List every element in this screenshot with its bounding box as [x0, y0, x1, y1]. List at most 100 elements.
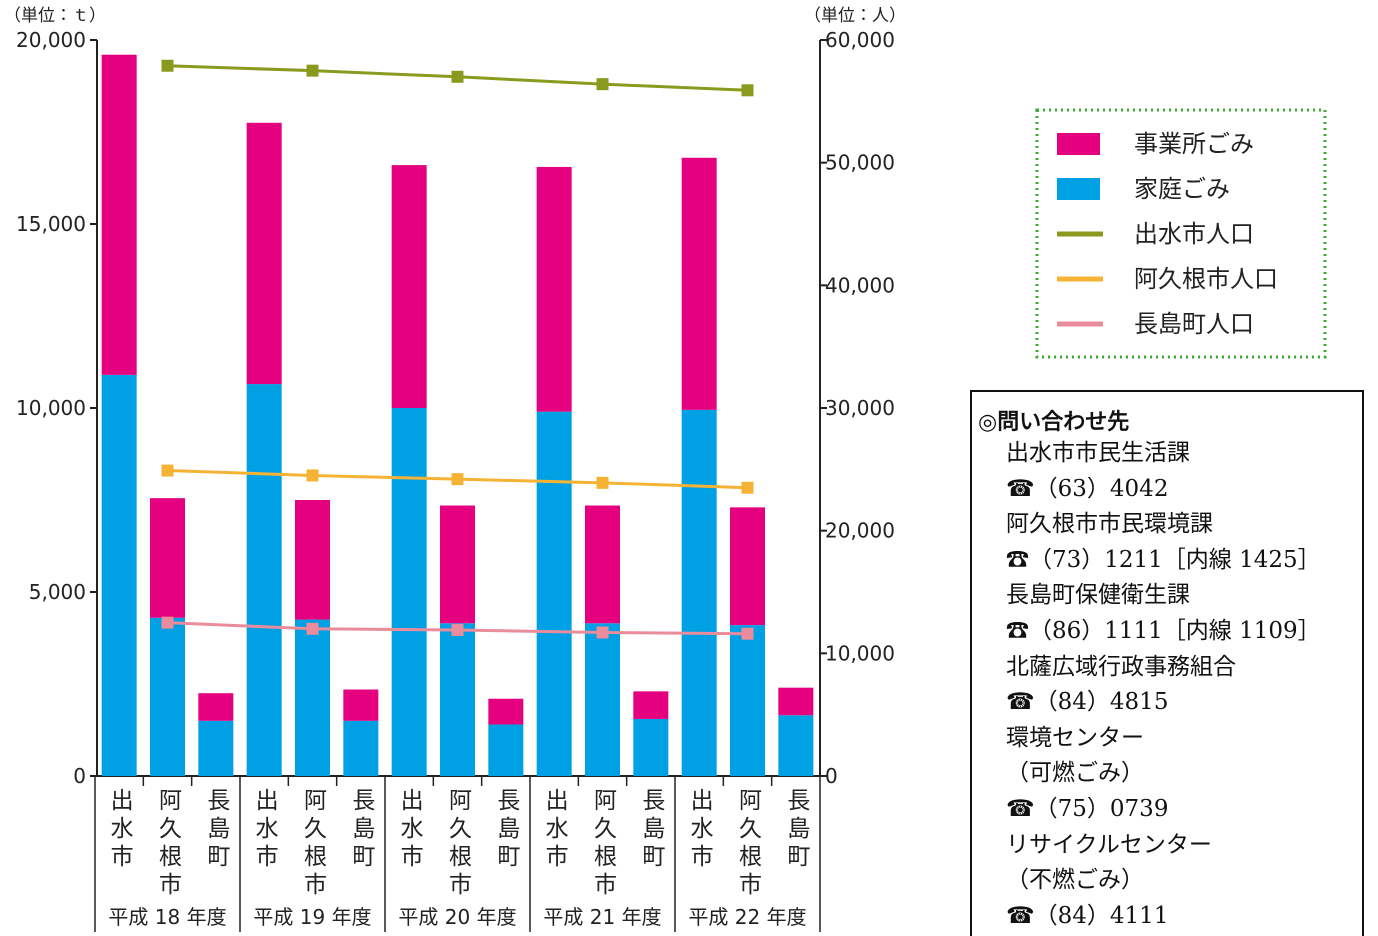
legend-swatch	[1057, 178, 1100, 200]
population-marker	[451, 624, 464, 637]
legend-label: 出水市人口	[1134, 220, 1254, 248]
y-axis-unit: （単位：ｔ）	[4, 6, 106, 26]
y2-tick-label: 20,000	[825, 519, 895, 543]
group-label: 平成 18 年度	[108, 905, 226, 929]
bar-segment	[295, 619, 330, 776]
legend-frame	[1035, 108, 1327, 359]
bar-segment	[633, 691, 669, 719]
y2-tick-label: 0	[825, 764, 838, 788]
legend-label: 阿久根市人口	[1134, 265, 1278, 293]
bar-segment	[681, 409, 717, 776]
population-marker	[451, 70, 464, 83]
population-marker	[306, 622, 319, 635]
contact-line: （可燃ごみ）	[1006, 760, 1144, 787]
y-tick-label: 15,000	[16, 212, 86, 236]
y2-axis-unit: （単位：人）	[804, 6, 906, 26]
group-label: 平成 21 年度	[543, 905, 661, 929]
bar-segment	[488, 724, 524, 776]
bar-segment	[536, 166, 572, 412]
contact-line: ☎（63）4042	[1006, 475, 1169, 502]
x-tick-label: 阿久根市	[590, 788, 618, 900]
bar-segment	[730, 507, 765, 626]
bar-segment	[585, 623, 620, 776]
legend-swatch	[1057, 133, 1100, 155]
bar-segment	[343, 720, 379, 776]
contact-line: ☎（75）0739	[1006, 795, 1169, 822]
y2-tick-label: 60,000	[825, 28, 895, 52]
bar-segment	[246, 384, 282, 776]
x-tick-label: 長島町	[638, 788, 665, 872]
y-tick-label: 20,000	[16, 28, 86, 52]
population-marker	[741, 481, 754, 494]
bar-segment	[343, 689, 379, 721]
population-marker	[596, 476, 609, 489]
bar-segment	[391, 408, 427, 776]
population-marker	[741, 627, 754, 640]
x-tick-label: 出水市	[541, 788, 569, 872]
contact-line: 環境センター	[1006, 724, 1144, 751]
y2-tick-label: 30,000	[825, 396, 895, 420]
bar-segment	[101, 54, 137, 375]
group-label: 平成 22 年度	[688, 905, 806, 929]
population-marker	[161, 464, 174, 477]
legend-label: 事業所ごみ	[1134, 130, 1254, 158]
contact-box: ◎問い合わせ先 出水市市民生活課 ☎（63）4042 阿久根市市民環境課 ☎（73）1…	[970, 390, 1364, 936]
bar-segment	[150, 498, 185, 618]
group-label: 平成 20 年度	[398, 905, 516, 929]
x-tick-label: 長島町	[203, 788, 230, 872]
bar-segment	[295, 500, 330, 620]
x-tick-label: 阿久根市	[735, 788, 763, 900]
bar-segment	[536, 411, 572, 776]
bar-segment	[198, 720, 234, 776]
bar-segment	[681, 157, 717, 410]
y2-tick-label: 50,000	[825, 151, 895, 175]
population-marker	[596, 626, 609, 639]
y2-tick-label: 10,000	[825, 641, 895, 665]
group-label: 平成 19 年度	[253, 905, 371, 929]
x-tick-label: 阿久根市	[300, 788, 328, 900]
population-marker	[306, 469, 319, 482]
population-marker	[306, 64, 319, 77]
x-tick-label: 出水市	[251, 788, 279, 872]
population-marker	[741, 84, 754, 97]
contact-line: ☎（84）4815	[1006, 689, 1169, 716]
bar-segment	[246, 122, 282, 385]
bar-segment	[633, 718, 669, 776]
x-tick-label: 長島町	[493, 788, 520, 872]
bar-segment	[585, 505, 620, 624]
y-tick-label: 5,000	[29, 580, 86, 604]
bar-segment	[198, 693, 234, 721]
population-marker	[451, 473, 464, 486]
y-tick-label: 0	[73, 764, 86, 788]
contact-line: （不燃ごみ）	[1006, 867, 1144, 894]
x-tick-label: 出水市	[686, 788, 714, 872]
x-tick-label: 長島町	[348, 788, 375, 872]
population-marker	[596, 78, 609, 91]
contact-line: 長島町保健衛生課	[1006, 582, 1190, 609]
bar-segment	[778, 715, 814, 776]
contact-line: 出水市市民生活課	[1006, 440, 1190, 466]
population-marker	[161, 616, 174, 629]
bar-segment	[440, 505, 475, 624]
bar-segment	[730, 625, 765, 776]
contact-line: リサイクルセンター	[1006, 831, 1212, 858]
bar-segment	[778, 687, 814, 716]
contact-line: ☎（84）4111	[1006, 902, 1169, 929]
y-tick-label: 10,000	[16, 396, 86, 420]
x-tick-label: 長島町	[783, 788, 810, 872]
x-tick-label: 出水市	[396, 788, 424, 872]
contact-line: ☎（73）1211［内線 1425］	[1006, 546, 1321, 573]
x-tick-label: 阿久根市	[445, 788, 473, 900]
bar-segment	[391, 165, 427, 408]
x-tick-label: 出水市	[106, 788, 133, 872]
bar-segment	[150, 617, 185, 776]
legend-label: 家庭ごみ	[1134, 175, 1230, 203]
x-tick-label: 阿久根市	[155, 788, 183, 900]
population-marker	[161, 59, 174, 72]
contact-line: 阿久根市市民環境課	[1006, 511, 1213, 538]
legend-label: 長島町人口	[1134, 310, 1254, 338]
bar-segment	[488, 698, 524, 725]
